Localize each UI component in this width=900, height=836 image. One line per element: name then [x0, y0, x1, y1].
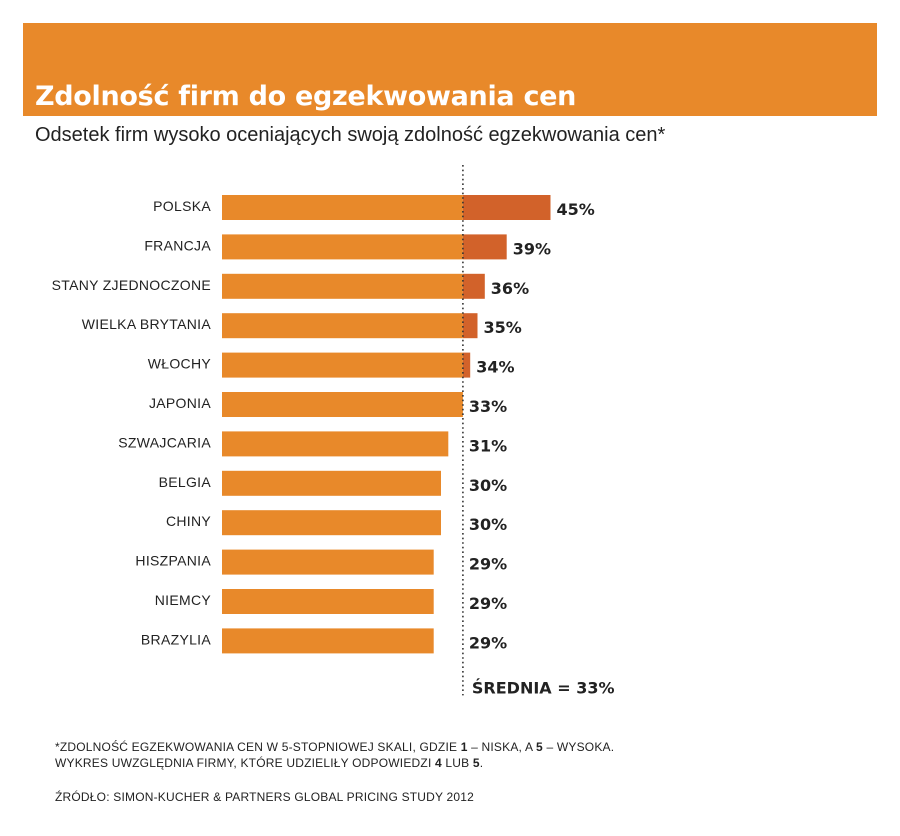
footnote-line-1: *ZDOLNOŚĆ EGZEKWOWANIA CEN W 5-STOPNIOWE… [55, 740, 614, 754]
category-label: POLSKA [153, 198, 211, 214]
category-label: FRANCJA [144, 237, 211, 253]
bar-7 [222, 470, 441, 496]
bar-8 [222, 510, 441, 536]
value-label: 29% [469, 555, 507, 574]
value-label: 29% [469, 594, 507, 613]
value-label: 33% [469, 397, 507, 416]
category-label: BELGIA [159, 474, 212, 490]
bar-4 [222, 352, 463, 378]
bar-5 [222, 392, 463, 417]
bar-3 [222, 313, 463, 339]
bar-above-average-1 [462, 234, 507, 260]
value-label: 45% [557, 200, 595, 219]
category-label: JAPONIA [149, 395, 211, 411]
footnote-scale-low: 1 [460, 740, 468, 754]
bar-above-average-3 [462, 313, 478, 339]
footnote-scale-high: 5 [536, 740, 543, 754]
bar-above-average-0 [462, 195, 551, 220]
value-label: 39% [513, 239, 551, 258]
value-label: 31% [469, 436, 507, 455]
bar-above-average-2 [462, 273, 485, 299]
title-banner: Zdolność firm do egzekwowania cen [23, 23, 877, 116]
footnote-line-2: WYKRES UWZGLĘDNIA FIRMY, KTÓRE UDZIELIŁY… [55, 756, 483, 770]
value-label: 36% [491, 279, 529, 298]
bar-11 [222, 628, 434, 654]
bar-0 [222, 195, 463, 220]
average-label: ŚREDNIA = 33% [472, 678, 615, 697]
chart-subtitle: Odsetek firm wysoko oceniających swoją z… [35, 124, 666, 146]
category-label: STANY ZJEDNOCZONE [52, 277, 211, 293]
chart-title: Zdolność firm do egzekwowania cen [35, 81, 577, 112]
category-label: HISZPANIA [135, 553, 211, 569]
bar-6 [222, 431, 449, 457]
category-label: BRAZYLIA [141, 631, 211, 647]
footnote-text: WYKRES UWZGLĘDNIA FIRMY, KTÓRE UDZIELIŁY… [55, 756, 436, 770]
bar-10 [222, 589, 434, 614]
category-label: SZWAJCARIA [118, 434, 211, 450]
value-label: 35% [484, 318, 522, 337]
category-label: WŁOCHY [148, 356, 212, 372]
value-label: 34% [476, 358, 514, 377]
bar-9 [222, 549, 434, 575]
source-note: ŹRÓDŁO: SIMON-KUCHER & PARTNERS GLOBAL P… [55, 790, 475, 804]
footnote-text: – NISKA, A [467, 740, 537, 754]
category-label: CHINY [166, 513, 211, 529]
footnote-text: *ZDOLNOŚĆ EGZEKWOWANIA CEN W 5-STOPNIOWE… [55, 740, 461, 754]
footnote-text: LUB [441, 756, 473, 770]
value-label: 29% [469, 633, 507, 652]
footnote-answer-4: 4 [435, 756, 442, 770]
footnote-text: – WYSOKA. [542, 740, 615, 754]
footnote-text: . [479, 756, 484, 770]
bar-chart: POLSKA 45% FRANCJA 39% STANY ZJEDNOCZONE 36% W… [52, 165, 615, 697]
category-label: WIELKA BRYTANIA [82, 316, 212, 332]
bar-2 [222, 273, 463, 299]
bar-above-average-4 [462, 352, 471, 378]
footnote-answer-5: 5 [472, 756, 480, 770]
category-label: NIEMCY [155, 592, 212, 608]
bar-1 [222, 234, 463, 260]
value-label: 30% [469, 476, 507, 495]
value-label: 30% [469, 515, 507, 534]
